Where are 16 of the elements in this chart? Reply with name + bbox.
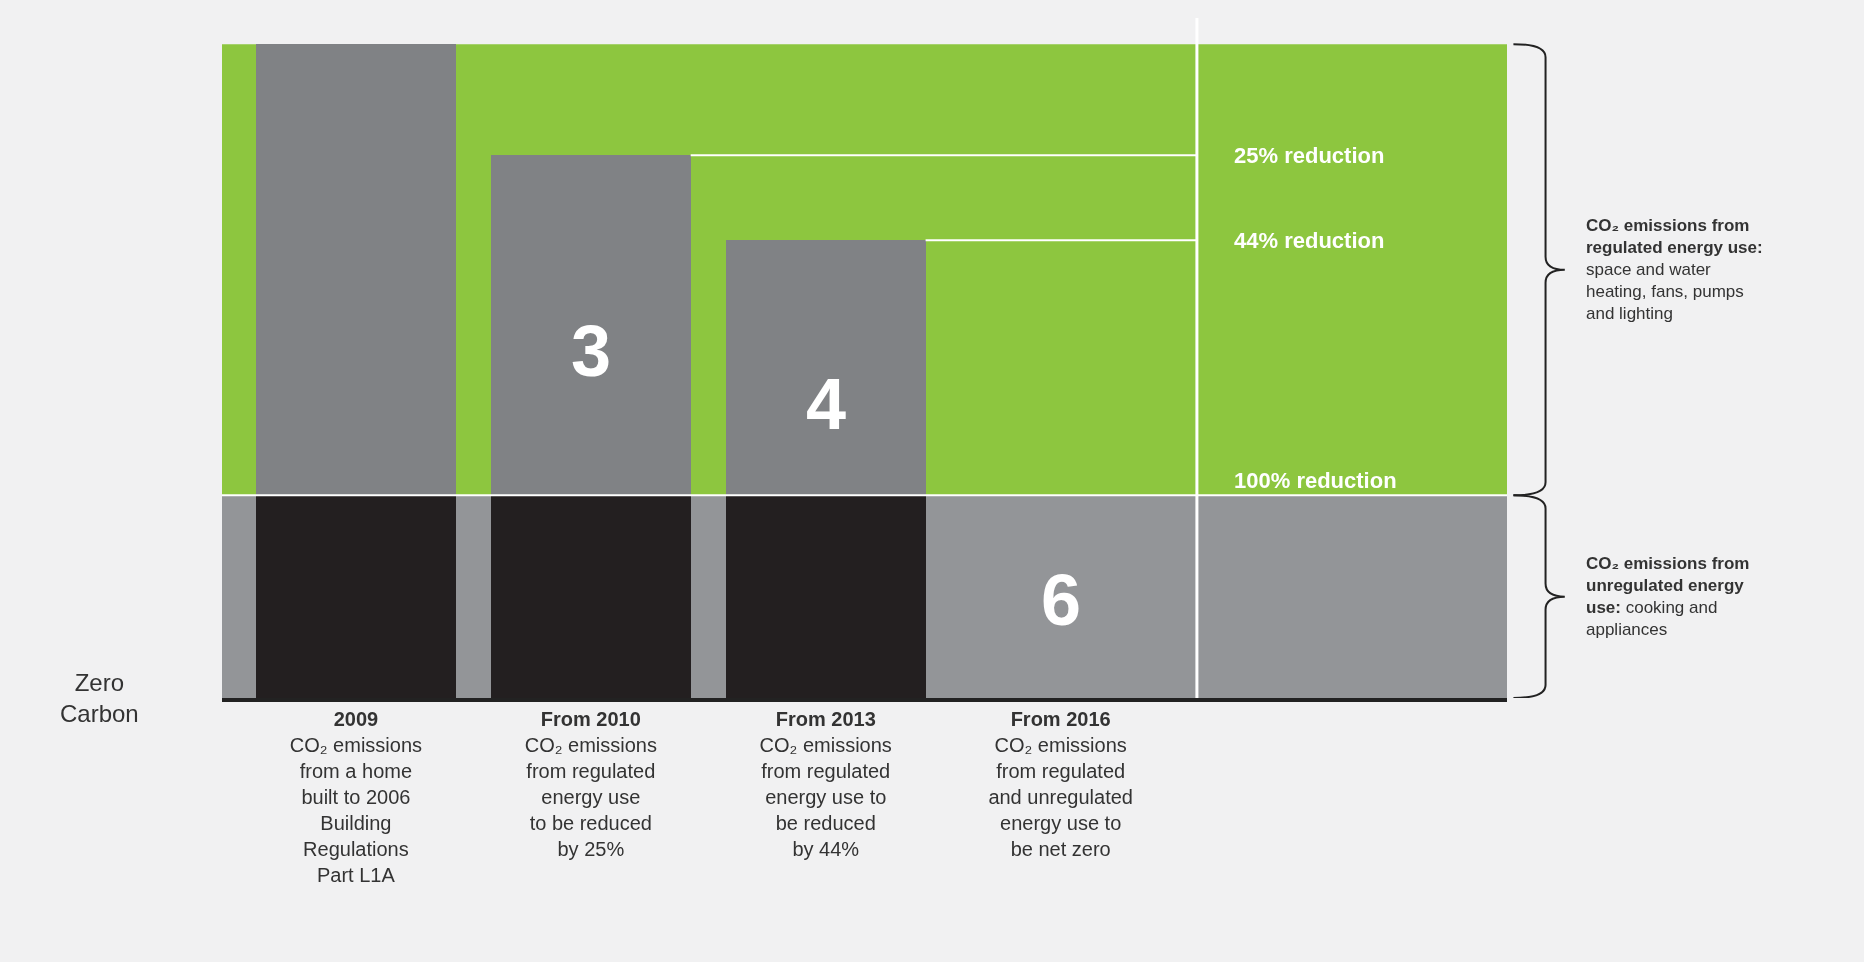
ref-line-label: 100% reduction — [1234, 468, 1397, 493]
bar — [491, 155, 691, 495]
x-tick-label: 2009 CO₂ emissions from a home built to 2006 Building Regulations Part L1A — [289, 708, 423, 886]
bar — [726, 240, 926, 495]
text: CO₂ emissions from regulated energy use: space and water heating, fans, pumps and lighting — [1586, 216, 1763, 324]
x-tick-label: From 2016 CO₂ emissions from regulated and unregulated energy use to be net zero — [988, 708, 1133, 860]
annotation: 6 — [1041, 560, 1082, 640]
x-tick-label: From 2010 CO₂ emissions from regulated energy use to be reduced by 25% — [524, 708, 657, 860]
ref-line-label: 44% reduction — [1234, 228, 1385, 253]
x-tick-label: From 2013 CO₂ emissions from regulated energy use to be reduced by 44% — [759, 708, 892, 860]
bar — [256, 44, 456, 495]
annotation: 3 — [571, 311, 612, 391]
annotation: 4 — [806, 364, 847, 444]
text: CO₂ emissions from unregulated energy use: cooking and appliances — [1586, 554, 1750, 640]
ref-line-label: 25% reduction — [1234, 143, 1385, 168]
text: Zero Carbon — [60, 669, 139, 728]
